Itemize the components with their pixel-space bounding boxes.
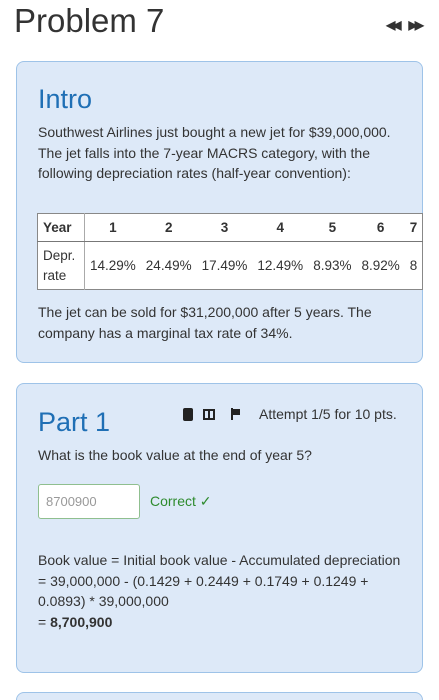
next-part-card (16, 692, 423, 700)
rate-row-header: Depr. rate (37, 241, 85, 290)
rate-cell: 8.92% (361, 258, 400, 273)
year-cell: 7 (404, 213, 423, 242)
part1-card: Part 1 Attempt 1/5 for 10 pts. What is t… (16, 383, 423, 673)
problem-nav: ◀◀ ▶▶ (386, 18, 425, 32)
rate-cell: 24.49% (145, 258, 192, 273)
year-cell: 5 (308, 213, 357, 242)
year-cell: 2 (140, 213, 197, 242)
page-title: Problem 7 (14, 2, 165, 39)
explanation-result-line: = 8,700,900 (38, 613, 113, 630)
rate-cell: 14.29% (90, 258, 136, 273)
rate-cell: 8.93% (313, 258, 352, 273)
depreciation-table: Year 1 2 3 4 5 6 7 Depr. rate 14.29% 24.… (37, 213, 424, 290)
flag-icon[interactable] (231, 408, 241, 420)
problem-header: Problem 7 ◀◀ ▶▶ (0, 0, 439, 48)
year-cell: 4 (252, 213, 309, 242)
intro-title: Intro (38, 84, 93, 114)
rate-cell: 8 (409, 258, 418, 273)
year-cell: 6 (356, 213, 405, 242)
part1-title: Part 1 (38, 407, 111, 437)
year-row: Year 1 2 3 4 5 6 7 (37, 213, 423, 242)
answer-input[interactable] (38, 484, 140, 519)
explanation-line: Book value = Initial book value - Accumu… (38, 552, 401, 568)
question-text: What is the book value at the end of yea… (38, 447, 312, 463)
attempt-counter: Attempt 1/5 for 10 pts. (259, 406, 397, 422)
rate-cell: 17.49% (201, 258, 248, 273)
part-toolbar: Attempt 1/5 for 10 pts. (183, 406, 397, 422)
rate-row: Depr. rate 14.29% 24.49% 17.49% 12.49% 8… (37, 241, 423, 290)
explanation-result: 8,700,900 (50, 613, 113, 630)
year-cell: 3 (196, 213, 253, 242)
book-icon[interactable] (183, 407, 193, 421)
video-icon[interactable] (203, 408, 215, 420)
intro-text: Southwest Airlines just bought a new jet… (38, 124, 391, 181)
previous-problem-icon[interactable]: ◀◀ (386, 18, 402, 32)
explanation-line: = 39,000,000 - (0.1429 + 0.2449 + 0.1749… (38, 572, 369, 610)
depreciation-table-container[interactable]: Year 1 2 3 4 5 6 7 Depr. rate 14.29% 24.… (37, 213, 439, 290)
year-cell: 1 (84, 213, 141, 242)
year-row-header: Year (37, 213, 85, 242)
next-problem-icon[interactable]: ▶▶ (408, 18, 425, 32)
correct-status: Correct ✓ (150, 493, 212, 509)
rate-cell: 12.49% (257, 258, 304, 273)
explanation: Book value = Initial book value - Accumu… (38, 550, 408, 632)
intro-card: Intro Southwest Airlines just bought a n… (16, 61, 423, 363)
intro-text-sale: The jet can be sold for $31,200,000 afte… (38, 304, 372, 341)
